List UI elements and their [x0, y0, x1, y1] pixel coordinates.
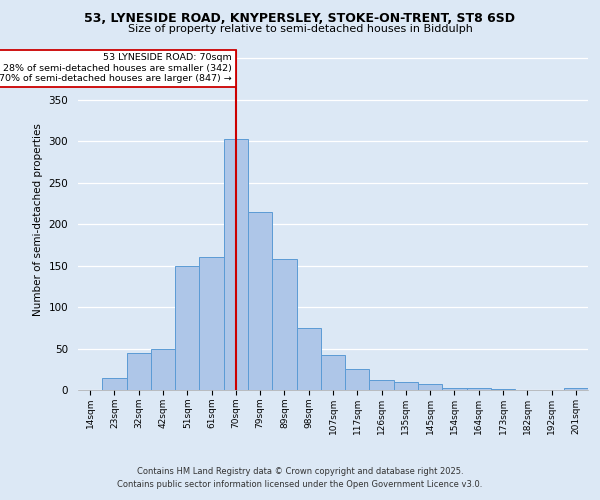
Bar [491, 389, 515, 390]
Bar [394, 382, 418, 390]
Bar [321, 355, 345, 390]
Bar [127, 352, 151, 390]
Bar [564, 388, 588, 390]
Y-axis label: Number of semi-detached properties: Number of semi-detached properties [33, 124, 43, 316]
Text: Contains public sector information licensed under the Open Government Licence v3: Contains public sector information licen… [118, 480, 482, 489]
Text: 53, LYNESIDE ROAD, KNYPERSLEY, STOKE-ON-TRENT, ST8 6SD: 53, LYNESIDE ROAD, KNYPERSLEY, STOKE-ON-… [85, 12, 515, 26]
Text: Size of property relative to semi-detached houses in Biddulph: Size of property relative to semi-detach… [128, 24, 472, 34]
Bar [442, 388, 467, 390]
Bar [175, 266, 199, 390]
Bar [102, 378, 127, 390]
Bar [345, 370, 370, 390]
Bar [224, 138, 248, 390]
Bar [248, 212, 272, 390]
Text: 53 LYNESIDE ROAD: 70sqm
← 28% of semi-detached houses are smaller (342)
70% of s: 53 LYNESIDE ROAD: 70sqm ← 28% of semi-de… [0, 54, 232, 83]
Bar [418, 384, 442, 390]
Bar [467, 388, 491, 390]
Text: Contains HM Land Registry data © Crown copyright and database right 2025.: Contains HM Land Registry data © Crown c… [137, 467, 463, 476]
Bar [296, 328, 321, 390]
Bar [151, 348, 175, 390]
Bar [272, 259, 296, 390]
Bar [370, 380, 394, 390]
Bar [199, 258, 224, 390]
